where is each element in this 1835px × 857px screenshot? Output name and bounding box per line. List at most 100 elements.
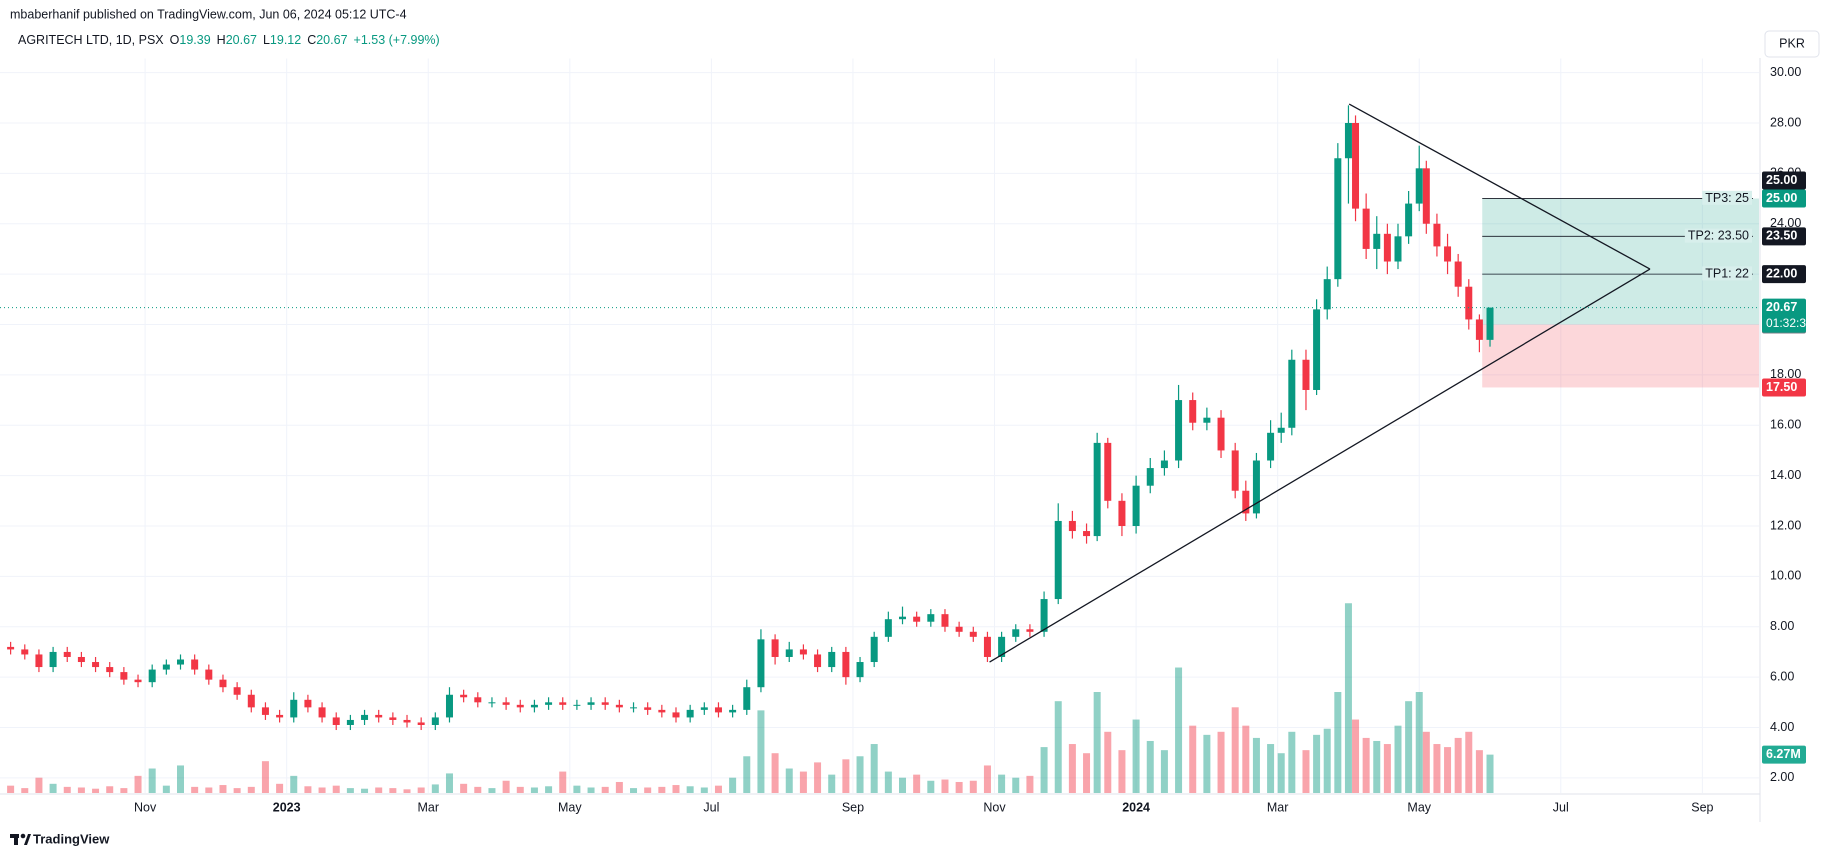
volume-bar [615, 781, 623, 793]
candle-body [601, 702, 609, 705]
volume-bar [403, 789, 411, 793]
volume-bar [559, 771, 567, 793]
logo-part [20, 833, 26, 839]
candle-body [276, 714, 284, 718]
trend-line [1348, 103, 1651, 270]
volume-bar [545, 786, 553, 793]
trend-line [989, 268, 1651, 663]
candle-body [361, 714, 369, 720]
volume-bar [1373, 740, 1381, 793]
volume-bar [658, 786, 666, 793]
candle-body [658, 709, 666, 713]
volume-bar [1118, 750, 1126, 793]
volume-bar [601, 786, 609, 793]
candle-body [672, 712, 680, 718]
candle-body [502, 702, 510, 705]
volume-bar [219, 785, 227, 793]
candle-body [1277, 427, 1285, 433]
candle-body [35, 654, 43, 668]
volume-bar [1362, 737, 1370, 793]
candle-body [856, 662, 864, 678]
y-tick-label: 14.00 [1770, 468, 1801, 482]
price-label-box [1762, 227, 1806, 246]
volume-bar [1203, 734, 1211, 793]
price-label: 20.67 [1766, 300, 1797, 314]
candle-body [1252, 460, 1260, 514]
candle-body [431, 717, 439, 725]
volume-bar [1394, 725, 1402, 793]
volume-bar [1054, 701, 1062, 793]
target-zone [1482, 198, 1759, 325]
volume-bar [205, 787, 213, 793]
candle-body [686, 709, 694, 718]
candle-body [545, 702, 553, 705]
volume-bar [332, 785, 340, 793]
y-tick-label: 10.00 [1770, 569, 1801, 583]
candle-body [346, 719, 354, 725]
legend-value: 19.39 [179, 33, 210, 47]
legend: AGRITECH LTD, 1D, PSX O19.39 H20.67 L19.12 C… [18, 33, 440, 47]
candle-body [1093, 442, 1101, 537]
volume-bar [870, 744, 878, 793]
volume-bar [530, 787, 538, 793]
candle-body [290, 699, 298, 718]
volume-bar [771, 753, 779, 793]
volume-bar [1252, 737, 1260, 793]
volume-bar [261, 761, 269, 793]
candle-body [1189, 400, 1197, 423]
candle-body [233, 687, 241, 695]
volume-bar [1083, 753, 1091, 793]
candle-body [474, 697, 482, 703]
candle-body [1344, 122, 1352, 159]
volume-bar [700, 787, 708, 793]
candle-body [785, 649, 793, 657]
volume-bar [899, 777, 907, 793]
volume-bar [1475, 750, 1483, 793]
price-label: 25.00 [1766, 173, 1797, 187]
volume-bar [1217, 731, 1225, 793]
target-label: TP3: 25 [1705, 191, 1749, 205]
candle-body [1054, 520, 1062, 600]
volume-bar [1433, 744, 1441, 793]
volume-bar [1415, 692, 1423, 793]
target-label-bg [1684, 228, 1753, 243]
candle-body [318, 707, 326, 718]
volume-bar [1093, 692, 1101, 793]
x-tick-label: Nov [134, 800, 157, 814]
volume-bar [1242, 725, 1250, 793]
volume-bar [1189, 725, 1197, 793]
legend-value: 19.12 [270, 33, 301, 47]
x-tick-label: 2023 [273, 800, 301, 814]
volume-bar [431, 784, 439, 793]
candle-body [530, 704, 538, 708]
candle-body [941, 614, 949, 627]
candle-body [1083, 531, 1091, 537]
candle-body [969, 631, 977, 637]
volume-bar [913, 774, 921, 793]
candle-body [63, 651, 71, 657]
candle-body [559, 702, 567, 705]
volume-bar [516, 786, 524, 793]
volume-bar [417, 787, 425, 793]
currency[interactable]: PKR [1779, 36, 1805, 50]
candle-body [927, 614, 935, 622]
candle-body [106, 667, 114, 673]
price-label: 22.00 [1766, 266, 1797, 280]
candle-body [49, 651, 57, 668]
candle-body [92, 662, 100, 668]
candle-body [304, 699, 312, 708]
candle-body [120, 672, 128, 680]
countdown: 01:32:31 [1766, 316, 1813, 330]
volume-bar [1405, 701, 1413, 793]
candle-body [1026, 629, 1034, 632]
volume-bar [177, 765, 185, 793]
candle-body [913, 616, 921, 622]
currency-button[interactable] [1764, 30, 1820, 58]
legend-value: 20.67 [316, 33, 347, 47]
candle-body [1231, 450, 1239, 491]
candle-body [983, 636, 991, 657]
volume-bar [7, 785, 15, 793]
candle-body [177, 659, 185, 665]
